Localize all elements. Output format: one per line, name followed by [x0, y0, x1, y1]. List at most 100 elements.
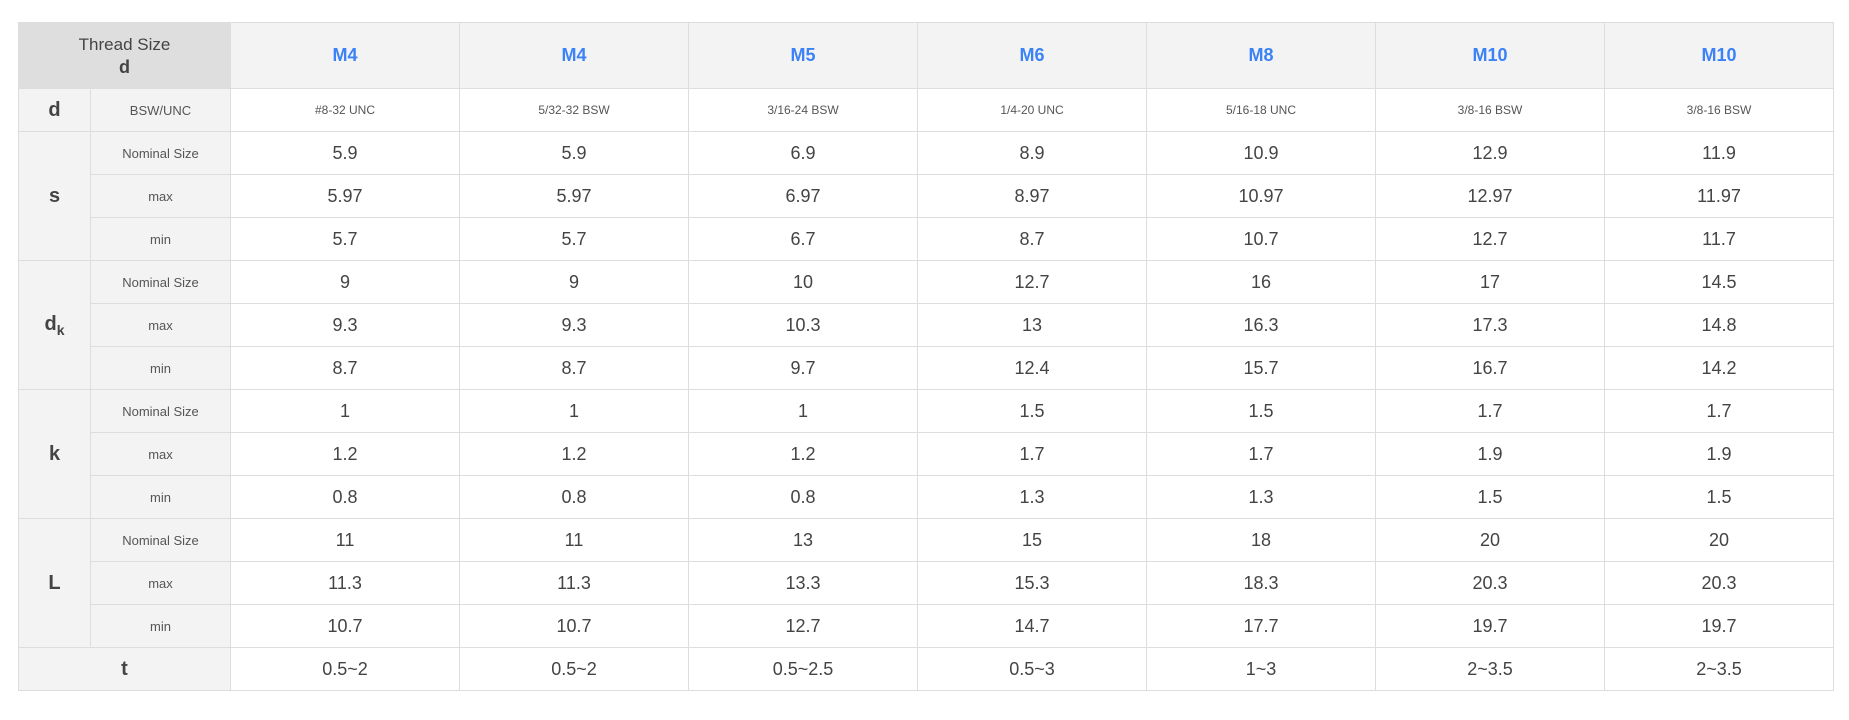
row-label: Nominal Size — [90, 389, 231, 433]
value-cell: 20.3 — [1375, 561, 1605, 605]
value-cell: 11.3 — [459, 561, 689, 605]
value-cell: 11.3 — [230, 561, 460, 605]
value-cell: 13.3 — [688, 561, 918, 605]
thread-size-symbol: d — [119, 56, 130, 77]
t-row: t 0.5~2 0.5~2 0.5~2.5 0.5~3 1~3 2~3.5 2~3.5 — [18, 647, 1834, 691]
value-cell: 10.7 — [459, 604, 689, 648]
value-cell: 5.7 — [230, 217, 460, 261]
value-cell: 11.9 — [1604, 131, 1834, 175]
value-cell: 10.3 — [688, 303, 918, 347]
value-cell: 11.7 — [1604, 217, 1834, 261]
header-row: Thread Size d M4 M4 M5 M6 M8 M10 M10 — [18, 22, 1834, 89]
value-cell: 9.3 — [230, 303, 460, 347]
value-cell: 1.3 — [917, 475, 1147, 519]
dimension-label: dk — [18, 260, 91, 390]
size-column-header: M4 — [459, 22, 689, 89]
value-cell: 5.97 — [230, 174, 460, 218]
value-cell: 6.7 — [688, 217, 918, 261]
value-cell: 1.7 — [1604, 389, 1834, 433]
value-cell: 5.97 — [459, 174, 689, 218]
value-cell: 8.9 — [917, 131, 1147, 175]
value-cell: 8.7 — [917, 217, 1147, 261]
value-cell: 20 — [1604, 518, 1834, 562]
value-cell: 12.7 — [1375, 217, 1605, 261]
value-cell: 20.3 — [1604, 561, 1834, 605]
value-cell: 1 — [688, 389, 918, 433]
dimension-symbol: d — [44, 312, 57, 335]
thread-spec-cell: 3/8-16 BSW — [1375, 88, 1605, 132]
value-cell: 11 — [459, 518, 689, 562]
row-label: min — [90, 346, 231, 390]
value-cell: 6.9 — [688, 131, 918, 175]
row-label: max — [90, 303, 231, 347]
table-row: s Nominal Size 5.9 5.9 6.9 8.9 10.9 12.9 11.9 — [18, 131, 1834, 261]
value-cell: 13 — [688, 518, 918, 562]
value-cell: 1~3 — [1146, 647, 1376, 691]
value-cell: 15.7 — [1146, 346, 1376, 390]
thread-spec-row: d BSW/UNC #8-32 UNC 5/32-32 BSW 3/16-24 BSW 1… — [18, 88, 1834, 132]
dimension-symbol: s — [48, 184, 61, 207]
value-cell: 10.9 — [1146, 131, 1376, 175]
row-label: BSW/UNC — [90, 88, 231, 132]
value-cell: 1 — [230, 389, 460, 433]
value-cell: 12.9 — [1375, 131, 1605, 175]
table-row: max 5.97 5.97 6.97 8.97 10.97 12.97 11.97 — [19, 174, 1834, 218]
thread-spec-cell: 3/16-24 BSW — [688, 88, 918, 132]
value-cell: 12.7 — [688, 604, 918, 648]
value-cell: 11.97 — [1604, 174, 1834, 218]
size-column-header: M10 — [1375, 22, 1605, 89]
thread-spec-cell: 5/32-32 BSW — [459, 88, 689, 132]
value-cell: 19.7 — [1375, 604, 1605, 648]
table-row: min 0.8 0.8 0.8 1.3 1.3 1.5 1.5 — [19, 475, 1834, 519]
row-label: max — [90, 561, 231, 605]
value-cell: 17.3 — [1375, 303, 1605, 347]
row-label: max — [90, 174, 231, 218]
dimension-label: s — [18, 131, 91, 261]
size-column-header: M5 — [688, 22, 918, 89]
size-column-header: M4 — [230, 22, 460, 89]
value-cell: 18.3 — [1146, 561, 1376, 605]
value-cell: 0.5~2.5 — [688, 647, 918, 691]
value-cell: 0.8 — [230, 475, 460, 519]
value-cell: 13 — [917, 303, 1147, 347]
value-cell: 1.5 — [1604, 475, 1834, 519]
value-cell: 10 — [688, 260, 918, 304]
value-cell: 1.9 — [1375, 432, 1605, 476]
value-cell: 10.7 — [1146, 217, 1376, 261]
value-cell: 8.7 — [459, 346, 689, 390]
table-row: dk Nominal Size 9 9 10 12.7 16 17 14.5 — [18, 260, 1834, 390]
value-cell: 5.9 — [230, 131, 460, 175]
thread-spec-cell: 3/8-16 BSW — [1604, 88, 1834, 132]
value-cell: 1.7 — [917, 432, 1147, 476]
value-cell: 1.5 — [917, 389, 1147, 433]
dimension-symbol: k — [48, 442, 61, 465]
value-cell: 0.8 — [459, 475, 689, 519]
table-row: max 11.3 11.3 13.3 15.3 18.3 20.3 20.3 — [19, 561, 1834, 605]
row-label: Nominal Size — [90, 260, 231, 304]
value-cell: 1.2 — [230, 432, 460, 476]
value-cell: 14.8 — [1604, 303, 1834, 347]
value-cell: 9.7 — [688, 346, 918, 390]
value-cell: 15 — [917, 518, 1147, 562]
value-cell: 1.7 — [1375, 389, 1605, 433]
value-cell: 1.2 — [688, 432, 918, 476]
value-cell: 10.7 — [230, 604, 460, 648]
value-cell: 9 — [230, 260, 460, 304]
thread-spec-cell: 5/16-18 UNC — [1146, 88, 1376, 132]
value-cell: 8.7 — [230, 346, 460, 390]
row-label: max — [90, 432, 231, 476]
table-row: min 10.7 10.7 12.7 14.7 17.7 19.7 19.7 — [19, 604, 1834, 648]
value-cell: 16.7 — [1375, 346, 1605, 390]
value-cell: 16 — [1146, 260, 1376, 304]
dimension-symbol: L — [48, 571, 61, 594]
dimension-label: L — [18, 518, 91, 648]
row-label: Nominal Size — [90, 518, 231, 562]
table-row: k Nominal Size 1 1 1 1.5 1.5 1.7 1.7 — [18, 389, 1834, 519]
value-cell: 8.97 — [917, 174, 1147, 218]
size-column-header: M8 — [1146, 22, 1376, 89]
value-cell: 5.9 — [459, 131, 689, 175]
value-cell: 1.2 — [459, 432, 689, 476]
dimension-spec-table: Thread Size d M4 M4 M5 M6 M8 M10 M10 d BSW/UNC #8-3… — [18, 22, 1834, 691]
value-cell: 14.5 — [1604, 260, 1834, 304]
value-cell: 1.5 — [1375, 475, 1605, 519]
